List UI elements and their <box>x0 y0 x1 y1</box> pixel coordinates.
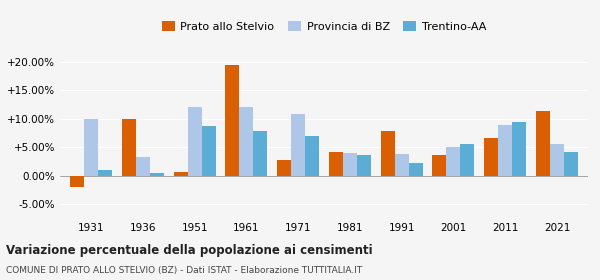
Bar <box>380 131 395 176</box>
Legend: Prato allo Stelvio, Provincia di BZ, Trentino-AA: Prato allo Stelvio, Provincia di BZ, Tre… <box>157 17 491 36</box>
Bar <box>226 65 239 176</box>
Bar <box>277 160 291 176</box>
Bar <box>409 163 422 176</box>
Bar <box>98 170 112 176</box>
Bar <box>433 155 446 176</box>
Bar <box>70 176 84 187</box>
Bar <box>239 107 253 176</box>
Bar <box>150 173 164 176</box>
Bar <box>343 153 357 176</box>
Text: COMUNE DI PRATO ALLO STELVIO (BZ) - Dati ISTAT - Elaborazione TUTTITALIA.IT: COMUNE DI PRATO ALLO STELVIO (BZ) - Dati… <box>6 266 362 275</box>
Bar <box>357 155 371 176</box>
Bar <box>202 125 215 176</box>
Bar <box>498 125 512 176</box>
Bar <box>136 157 150 176</box>
Text: Variazione percentuale della popolazione ai censimenti: Variazione percentuale della popolazione… <box>6 244 373 256</box>
Bar <box>536 111 550 176</box>
Bar <box>253 131 268 176</box>
Bar <box>484 137 498 176</box>
Bar <box>173 172 188 176</box>
Bar <box>329 152 343 176</box>
Bar <box>460 144 475 176</box>
Bar <box>188 107 202 176</box>
Bar <box>84 119 98 176</box>
Bar <box>305 136 319 176</box>
Bar <box>122 119 136 176</box>
Bar <box>564 152 578 176</box>
Bar <box>291 114 305 176</box>
Bar <box>446 147 460 176</box>
Bar <box>550 144 564 176</box>
Bar <box>512 122 526 176</box>
Bar <box>395 154 409 176</box>
